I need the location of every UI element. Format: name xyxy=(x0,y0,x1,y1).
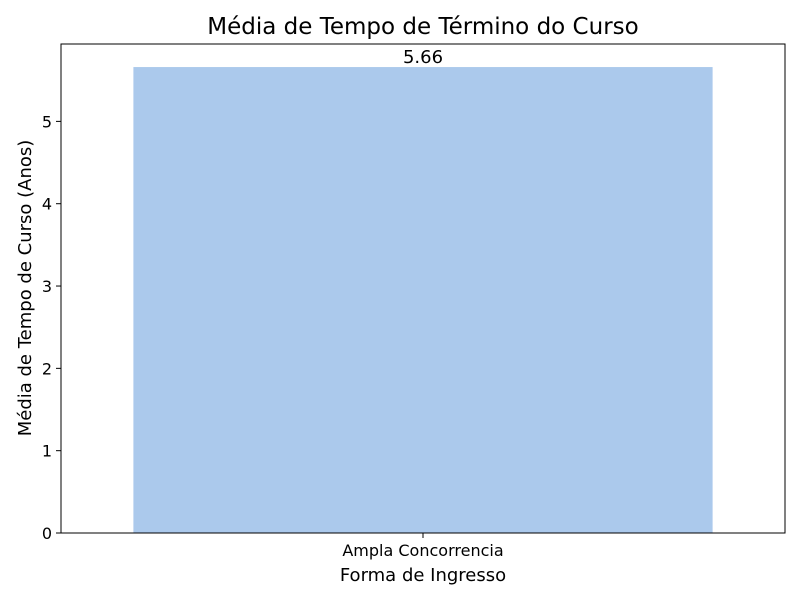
chart-title: Média de Tempo de Término do Curso xyxy=(207,14,638,40)
x-axis-label: Forma de Ingresso xyxy=(340,565,506,586)
bar xyxy=(133,67,713,533)
data-labels: 5.66 xyxy=(403,47,443,68)
x-axis-ticks: Ampla Concorrencia xyxy=(342,533,504,560)
x-tick-label: Ampla Concorrencia xyxy=(342,541,503,560)
bars-group xyxy=(133,67,713,533)
y-tick-label: 1 xyxy=(42,442,52,461)
y-tick-label: 4 xyxy=(42,195,52,214)
y-tick-label: 5 xyxy=(42,112,52,131)
bar-data-label: 5.66 xyxy=(403,47,443,68)
y-tick-label: 0 xyxy=(42,524,52,543)
y-tick-label: 2 xyxy=(42,359,52,378)
y-tick-label: 3 xyxy=(42,277,52,296)
y-axis-ticks: 0 1 2 3 4 5 xyxy=(42,112,61,543)
y-axis-label: Média de Tempo de Curso (Anos) xyxy=(15,140,36,437)
